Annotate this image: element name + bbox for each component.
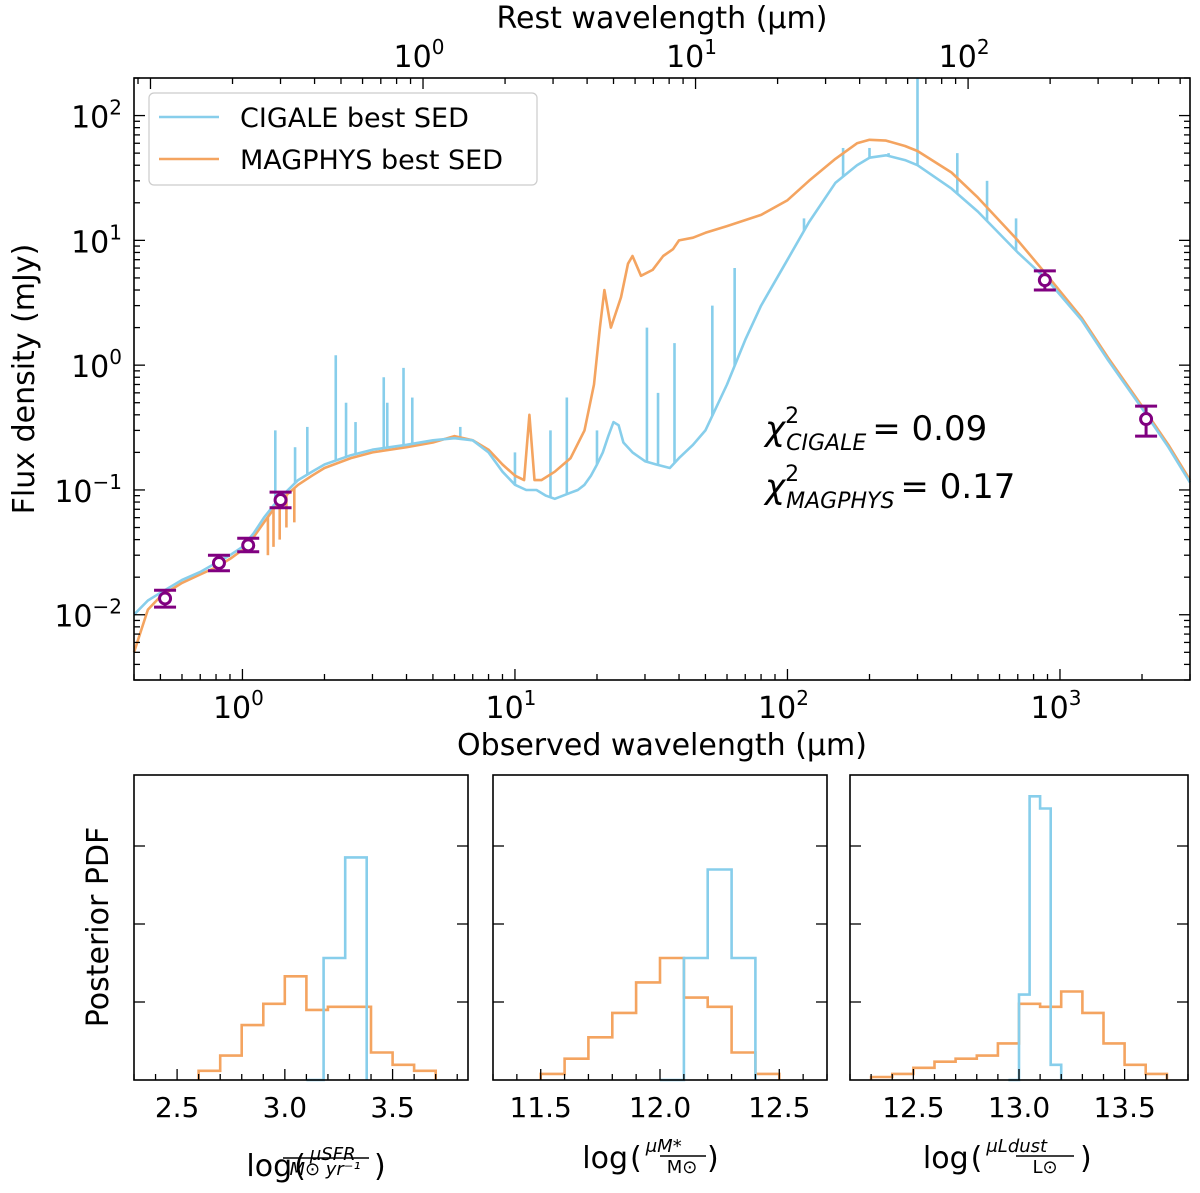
pdf-sfr-xlabel-frac: μSFR — [309, 1144, 356, 1165]
legend-label-magphys: MAGPHYS best SED — [240, 145, 503, 176]
chi2-cigale-annotation: χ2 CIGALE = 0.09 — [763, 404, 987, 456]
cigale-posterior-histogram — [660, 868, 757, 1082]
magphys-posterior-histogram — [539, 956, 781, 1080]
pdf-panel-mass: 11.5 12.0 12.5 log(μM* M⊙ ) — [492, 774, 828, 1178]
pdf-ldust-ticks: 12.5 13.0 13.5 — [849, 845, 1189, 1124]
top-tick-label: 101 — [666, 35, 717, 75]
observed-data-point — [1135, 404, 1158, 438]
pdf-sfr-xlabel-log: log — [246, 1149, 292, 1184]
hist-x-tick-label: 12.5 — [748, 1091, 810, 1124]
legend-box — [148, 92, 538, 186]
pdf-ldust-xlabel-log: log — [923, 1141, 969, 1176]
pdf-sfr-xlabel: log(μSFR — [246, 1144, 355, 1184]
chi2-magphys-value: = 0.17 — [900, 467, 1015, 507]
chi2-magphys-annotation: χ2 MAGPHYS = 0.17 — [763, 462, 1015, 514]
hist-x-tick-label: 12.5 — [882, 1091, 944, 1124]
pdf-sfr-xlabel-paren: ( — [294, 1149, 306, 1184]
x-tick-label: 102 — [758, 686, 809, 726]
sed-x-axis-label: Observed wavelength (µm) — [457, 728, 867, 763]
hist-x-tick-label: 2.5 — [155, 1091, 200, 1124]
pdf-ldust-xlabel-frac: μLdust — [985, 1136, 1048, 1157]
hist-x-tick-label: 13.0 — [988, 1091, 1050, 1124]
chi2-magphys-sub: MAGPHYS — [786, 489, 894, 514]
pdf-sfr-close-paren: ) — [374, 1149, 386, 1184]
chi2-magphys-symbol: χ — [763, 467, 787, 507]
magphys-sed-curve — [132, 138, 1192, 653]
y-tick-label: 102 — [71, 96, 122, 136]
hist-x-tick-label: 3.5 — [370, 1091, 415, 1124]
sed-y-axis-label: Flux density (mJy) — [7, 244, 42, 515]
pdf-mass-xlabel-log: log — [582, 1141, 628, 1176]
chi2-cigale-symbol: χ — [763, 409, 787, 449]
y-tick-label: 100 — [71, 345, 122, 385]
sed-top-axis-label: Rest wavelength (µm) — [497, 1, 828, 36]
pdf-mass-histograms — [539, 868, 781, 1082]
data-marker — [1037, 273, 1052, 288]
pdf-ldust-xlabel-den: L⊙ — [1032, 1157, 1057, 1178]
hist-x-tick-label: 3.0 — [263, 1091, 308, 1124]
sed-panel: 100 101 102 103 100 101 102 10−2 10−1 100 101 102 O… — [7, 1, 1192, 763]
pdf-mass-xlabel: log(μM* — [582, 1136, 681, 1176]
y-tick-label: 10−1 — [54, 470, 122, 510]
sed-axis-ticks: 100 101 102 103 100 101 102 10−2 10−1 100 101 102 — [54, 35, 1191, 726]
observed-data-point — [269, 490, 292, 510]
hist-x-tick-label: 11.5 — [510, 1091, 572, 1124]
x-tick-label: 100 — [213, 686, 264, 726]
pdf-mass-xlabel-den: M⊙ — [667, 1157, 698, 1178]
hist-x-tick-label: 13.5 — [1093, 1091, 1155, 1124]
pdf-panel-sfr: 2.5 3.0 3.5 log(μSFR M⊙ yr⁻¹ ) Posterior P… — [81, 774, 469, 1184]
observed-data-point — [154, 588, 177, 609]
legend-label-cigale: CIGALE best SED — [240, 103, 469, 134]
data-marker — [241, 538, 256, 553]
pdf-sfr-histograms — [197, 856, 437, 1082]
hist-x-tick-label: 12.0 — [629, 1091, 691, 1124]
pdf-ldust-close-paren: ) — [1080, 1141, 1092, 1176]
pdf-ldust-xlabel-paren: ( — [971, 1141, 983, 1176]
pdf-sfr-ticks: 2.5 3.0 3.5 — [133, 845, 468, 1124]
x-tick-label: 103 — [1031, 686, 1082, 726]
observed-data-point — [207, 553, 230, 573]
observed-data-point — [237, 536, 260, 554]
cigale-sed-curve — [133, 154, 1192, 616]
pdf-sfr-xlabel-den: M⊙ yr⁻¹ — [289, 1159, 360, 1180]
pdf-ldust-histograms — [869, 795, 1169, 1082]
data-marker — [211, 555, 226, 570]
pdf-y-axis-label: Posterior PDF — [81, 827, 116, 1028]
pdf-mass-frame — [492, 774, 828, 1081]
cigale-posterior-histogram — [1008, 795, 1063, 1082]
y-tick-label: 10−2 — [54, 595, 122, 635]
chi2-cigale-sub: CIGALE — [786, 431, 866, 456]
data-marker — [158, 591, 173, 606]
pdf-ldust-xlabel: log(μLdust — [923, 1136, 1048, 1176]
cigale-posterior-histogram — [306, 856, 368, 1082]
observed-data-point — [1033, 269, 1056, 292]
pdf-sfr-frame — [133, 774, 469, 1081]
data-marker — [1139, 412, 1154, 427]
chi2-cigale-sup: 2 — [785, 404, 799, 429]
x-tick-label: 101 — [485, 686, 536, 726]
observed-photometry — [154, 269, 1158, 609]
chi2-magphys-sup: 2 — [785, 462, 799, 487]
pdf-panel-ldust: 12.5 13.0 13.5 log(μLdust L⊙ ) — [849, 774, 1189, 1178]
top-tick-label: 100 — [394, 35, 445, 75]
magphys-posterior-histogram — [197, 975, 437, 1080]
pdf-mass-close-paren: ) — [707, 1141, 719, 1176]
sed-legend: CIGALE best SED MAGPHYS best SED — [148, 92, 538, 186]
pdf-mass-xlabel-frac: μM* — [645, 1136, 682, 1157]
pdf-mass-xlabel-paren: ( — [630, 1141, 642, 1176]
top-tick-label: 102 — [939, 35, 990, 75]
pdf-mass-ticks: 11.5 12.0 12.5 — [492, 845, 828, 1124]
sed-plot-frame — [133, 77, 1191, 681]
y-tick-label: 101 — [71, 220, 122, 260]
chi2-cigale-value: = 0.09 — [872, 409, 987, 449]
data-marker — [273, 493, 288, 508]
